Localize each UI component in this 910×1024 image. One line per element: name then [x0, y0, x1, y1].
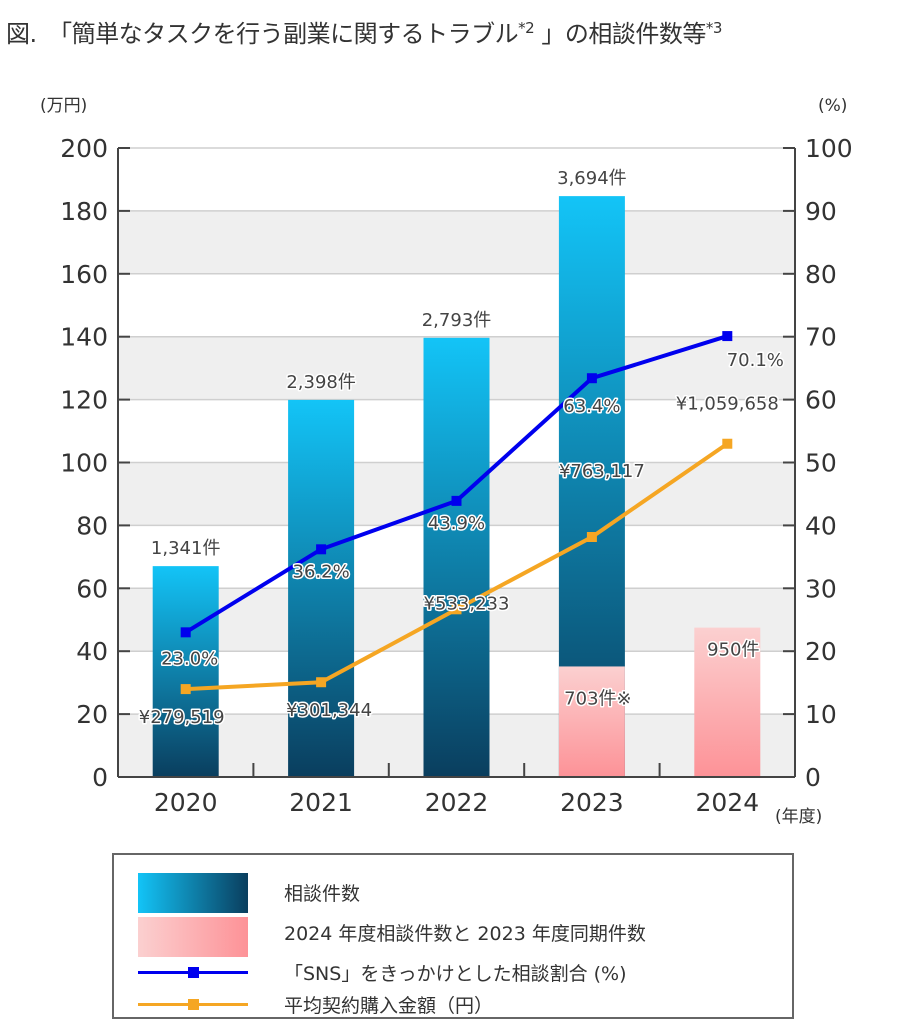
right-axis-unit: (%) [818, 96, 847, 116]
left-tick-label: 180 [60, 197, 108, 226]
bar-same-period [558, 666, 625, 777]
marker-average-amount [316, 677, 327, 688]
label-average-amount: ¥763,117 [559, 461, 645, 482]
left-tick-label: 100 [60, 449, 108, 478]
title-text-2: 」の相談件数等 [534, 20, 706, 48]
marker-average-amount [451, 604, 462, 615]
x-tick-label: 2022 [425, 788, 489, 817]
left-tick-label: 140 [60, 323, 108, 352]
right-tick-label: 20 [805, 637, 837, 666]
bar-label-consultations: 1,341件 [151, 538, 221, 559]
label-sns-ratio: 70.1% [727, 350, 784, 371]
title-footnote-2: *2 [518, 19, 535, 37]
right-tick-label: 70 [805, 323, 837, 352]
marker-sns-ratio [451, 495, 462, 506]
left-tick-label: 60 [76, 574, 108, 603]
marker-sns-ratio [722, 331, 733, 342]
legend-label-amount: 平均契約購入金額（円） [284, 995, 494, 1017]
left-tick-label: 20 [76, 700, 108, 729]
legend-swatch-count [138, 873, 248, 913]
bar-label-same-period: 950件 [707, 640, 759, 661]
right-tick-label: 40 [805, 511, 837, 540]
grid-band [118, 210, 795, 274]
bar-consultations [423, 337, 490, 777]
title-footnote-3: *3 [705, 19, 723, 37]
marker-average-amount [180, 684, 191, 695]
label-sns-ratio: 43.9% [428, 513, 485, 534]
x-tick-label: 2023 [560, 788, 624, 817]
label-average-amount: ¥301,344 [286, 700, 372, 721]
legend-label-sns: 「SNS」をきっかけとした相談割合 (%) [284, 963, 627, 985]
label-sns-ratio: 36.2% [293, 561, 350, 582]
right-tick-label: 60 [805, 386, 837, 415]
right-tick-label: 100 [805, 134, 853, 163]
bar-consultations [288, 399, 355, 777]
left-tick-label: 0 [92, 763, 108, 792]
right-tick-label: 30 [805, 574, 837, 603]
left-tick-label: 120 [60, 386, 108, 415]
bar-label-consultations: 3,694件 [557, 168, 627, 189]
marker-average-amount [722, 438, 733, 449]
left-tick-label: 80 [76, 511, 108, 540]
bar-consultations [152, 566, 219, 777]
left-tick-label: 40 [76, 637, 108, 666]
bar-label-same-period: 703件※ [564, 688, 631, 709]
legend-swatch-same-period [138, 917, 248, 957]
left-tick-label: 160 [60, 260, 108, 289]
marker-sns-ratio [586, 373, 597, 384]
left-tick-label: 200 [60, 134, 108, 163]
bar-label-consultations: 2,793件 [422, 310, 492, 331]
x-tick-label: 2020 [154, 788, 218, 817]
label-sns-ratio: 23.0% [161, 648, 218, 669]
legend-swatch-sns [138, 965, 248, 981]
marker-sns-ratio [316, 544, 327, 555]
right-tick-label: 80 [805, 260, 837, 289]
marker-sns-ratio [180, 627, 191, 638]
bar-same-period [694, 627, 761, 777]
x-axis-unit: (年度) [775, 807, 822, 827]
x-tick-label: 2021 [289, 788, 353, 817]
right-tick-label: 50 [805, 449, 837, 478]
label-average-amount: ¥1,059,658 [676, 394, 779, 415]
legend-label-count: 相談件数 [284, 883, 361, 905]
chart-svg: 0 20 40 60 80 100 120 140 160 180 200 0 10 20 30 40 50 60… [40, 96, 853, 827]
bar-label-consultations: 2,398件 [286, 372, 356, 393]
right-tick-label: 0 [805, 763, 821, 792]
right-tick-label: 90 [805, 197, 837, 226]
label-sns-ratio: 63.4% [563, 396, 620, 417]
x-tick-label: 2024 [695, 788, 759, 817]
left-axis-unit: (万円) [40, 96, 87, 116]
legend-swatch-amount [138, 997, 248, 1013]
legend-label-same-period: 2024 年度相談件数と 2023 年度同期件数 [284, 923, 646, 945]
chart-title: 図. 「簡単なタスクを行う副業に関するトラブル*2 」の相談件数等*3 [6, 14, 722, 49]
right-tick-label: 10 [805, 700, 837, 729]
label-average-amount: ¥279,519 [139, 707, 225, 728]
label-average-amount: ¥533,233 [424, 593, 510, 614]
marker-average-amount [586, 531, 597, 542]
legend: 相談件数 2024 年度相談件数と 2023 年度同期件数 「SNS」をきっかけ… [112, 853, 794, 1019]
title-text: 図. 「簡単なタスクを行う副業に関するトラブル [6, 20, 519, 48]
